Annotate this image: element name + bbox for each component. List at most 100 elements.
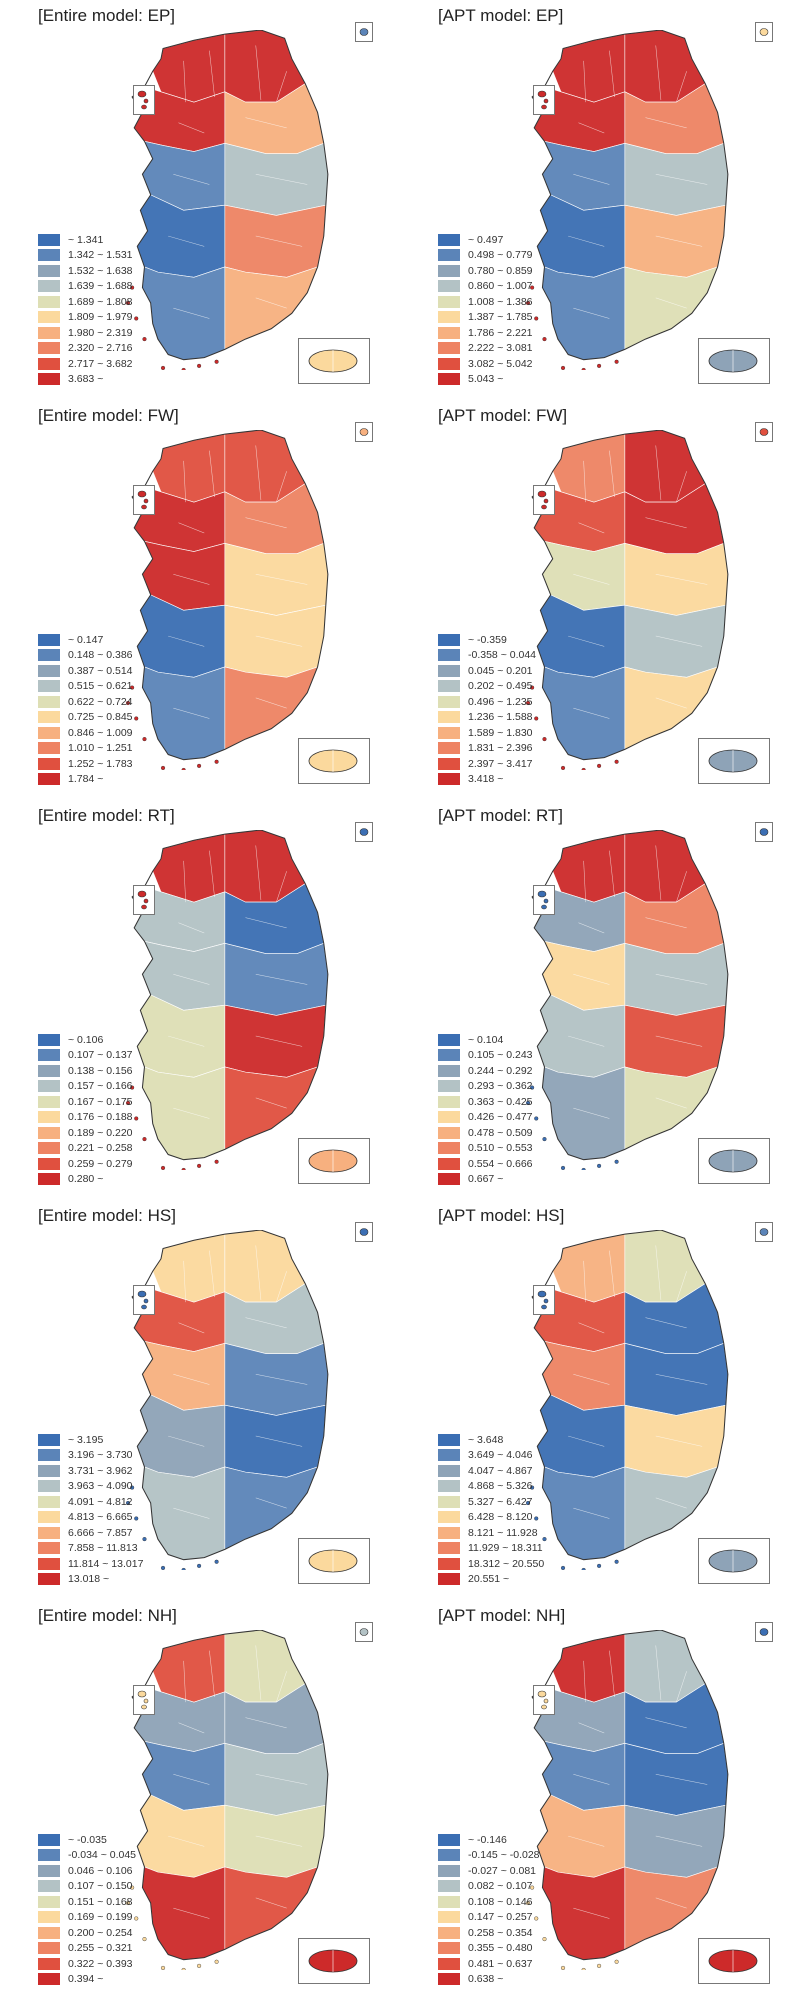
district-border xyxy=(245,917,287,929)
legend-label: 0.363 ~ 0.425 xyxy=(468,1095,533,1108)
legend-label: 0.259 ~ 0.279 xyxy=(68,1157,133,1170)
jeju-inset xyxy=(298,738,370,784)
district-border xyxy=(276,71,287,103)
legend-item: 1.532 ~ 1.638 xyxy=(38,263,188,279)
map-panel: [Entire model: NH] ~ -0.035 -0.034 ~ 0.045… xyxy=(0,1600,400,2000)
legend-item: 1.784 ~ xyxy=(38,772,188,788)
legend-item: 0.394 ~ xyxy=(38,1972,188,1988)
legend-swatch xyxy=(438,1173,460,1186)
district-border xyxy=(573,973,610,985)
legend-swatch xyxy=(38,1126,60,1139)
district-border xyxy=(655,635,703,647)
legend-swatch xyxy=(438,1033,460,1046)
legend-item: ~ 0.104 xyxy=(438,1032,588,1048)
coastline xyxy=(131,430,329,761)
west-island xyxy=(537,890,547,898)
legend-item: 0.151 ~ 0.168 xyxy=(38,1894,188,1910)
legend-swatch xyxy=(438,1895,460,1908)
ulleung-inset xyxy=(755,822,773,842)
west-island xyxy=(541,504,547,510)
legend-item: 0.280 ~ xyxy=(38,1172,188,1188)
district-border xyxy=(645,917,687,929)
legend-item: 0.105 ~ 0.243 xyxy=(438,1048,588,1064)
district-border xyxy=(168,1035,205,1047)
coastline xyxy=(531,1630,729,1961)
district-border xyxy=(655,1097,687,1109)
district-border xyxy=(255,1097,287,1109)
island xyxy=(534,1516,539,1521)
legend-swatch xyxy=(38,1449,60,1462)
island xyxy=(125,1100,131,1106)
district-border xyxy=(655,1435,703,1447)
island xyxy=(534,1116,539,1121)
island xyxy=(197,1163,202,1168)
legend-label: -0.358 ~ 0.044 xyxy=(468,649,537,662)
panel-title: [APT model: FW] xyxy=(438,406,568,425)
district-border xyxy=(245,1317,287,1329)
district-border xyxy=(676,871,687,903)
legend-label: 0.515 ~ 0.621 xyxy=(68,680,133,693)
region-south-east xyxy=(624,604,727,678)
island xyxy=(142,1137,147,1142)
map-panel: [Entire model: FW] ~ 0.147 0.148 ~ 0.386 0.… xyxy=(0,400,400,800)
legend-label: 0.860 ~ 1.007 xyxy=(468,280,533,293)
legend-label: 0.148 ~ 0.386 xyxy=(68,649,133,662)
district-border xyxy=(255,1773,308,1785)
legend-item: 4.868 ~ 5.326 xyxy=(438,1479,588,1495)
legend-swatch xyxy=(38,1973,60,1986)
legend: ~ 0.106 0.107 ~ 0.137 0.138 ~ 0.156 0.157 ~… xyxy=(38,1032,188,1187)
district-border xyxy=(209,50,215,97)
legend: ~ 0.497 0.498 ~ 0.779 0.780 ~ 0.859 0.860 ~… xyxy=(438,232,588,387)
west-sea-inset xyxy=(133,1285,155,1315)
legend-swatch xyxy=(38,1142,60,1155)
legend-item: 1.008 ~ 1.386 xyxy=(438,294,588,310)
legend-swatch xyxy=(38,1526,60,1539)
legend-item: 1.387 ~ 1.785 xyxy=(438,310,588,326)
legend-swatch xyxy=(438,373,460,386)
legend-label: 0.322 ~ 0.393 xyxy=(68,1957,133,1970)
legend-swatch xyxy=(438,1973,460,1986)
island xyxy=(560,765,566,770)
district-border xyxy=(255,1645,262,1701)
legend-label: 1.010 ~ 1.251 xyxy=(68,742,133,755)
island xyxy=(130,285,135,290)
district-border xyxy=(655,1373,708,1385)
legend-item: -0.145 ~ -0.028 xyxy=(438,1848,588,1864)
district-border xyxy=(655,697,687,709)
district-border xyxy=(168,635,205,647)
region-south-east xyxy=(624,1804,727,1878)
panel-title: [Entire model: NH] xyxy=(38,1606,177,1625)
legend-label: 3.963 ~ 4.090 xyxy=(68,1480,133,1493)
district-border xyxy=(276,1271,287,1303)
west-sea-inset xyxy=(133,885,155,915)
district-border xyxy=(578,922,605,934)
legend-item: 2.222 ~ 3.081 xyxy=(438,341,588,357)
legend-label: 0.622 ~ 0.724 xyxy=(68,695,133,708)
ulleung-inset xyxy=(755,1622,773,1642)
legend-item: 0.045 ~ 0.201 xyxy=(438,663,588,679)
legend-label: 1.980 ~ 2.319 xyxy=(68,326,133,339)
korea-map xyxy=(525,1630,729,1970)
legend-label: 4.813 ~ 6.665 xyxy=(68,1511,133,1524)
district-border xyxy=(255,173,308,185)
district-border xyxy=(573,707,610,719)
district-border xyxy=(255,445,262,501)
region-south-east xyxy=(224,1804,327,1878)
legend-item: 1.342 ~ 1.531 xyxy=(38,248,188,264)
legend-label: 5.043 ~ xyxy=(468,373,504,386)
district-border xyxy=(183,1260,186,1303)
island xyxy=(181,1167,186,1170)
legend-item: 0.667 ~ xyxy=(438,1172,588,1188)
legend-item: 1.980 ~ 2.319 xyxy=(38,325,188,341)
legend-label: -0.027 ~ 0.081 xyxy=(468,1864,537,1877)
legend-item: 0.846 ~ 1.009 xyxy=(38,725,188,741)
legend-item: 3.963 ~ 4.090 xyxy=(38,1479,188,1495)
legend-item: 0.107 ~ 0.137 xyxy=(38,1048,188,1064)
west-sea-inset xyxy=(533,885,555,915)
legend-item: 0.169 ~ 0.199 xyxy=(38,1910,188,1926)
legend: ~ 3.195 3.196 ~ 3.730 3.731 ~ 3.962 3.963 ~… xyxy=(38,1432,188,1587)
island xyxy=(142,1537,147,1542)
legend-item: ~ 3.195 xyxy=(38,1432,188,1448)
legend-swatch xyxy=(438,1433,460,1446)
legend-label: ~ 0.497 xyxy=(468,233,504,246)
